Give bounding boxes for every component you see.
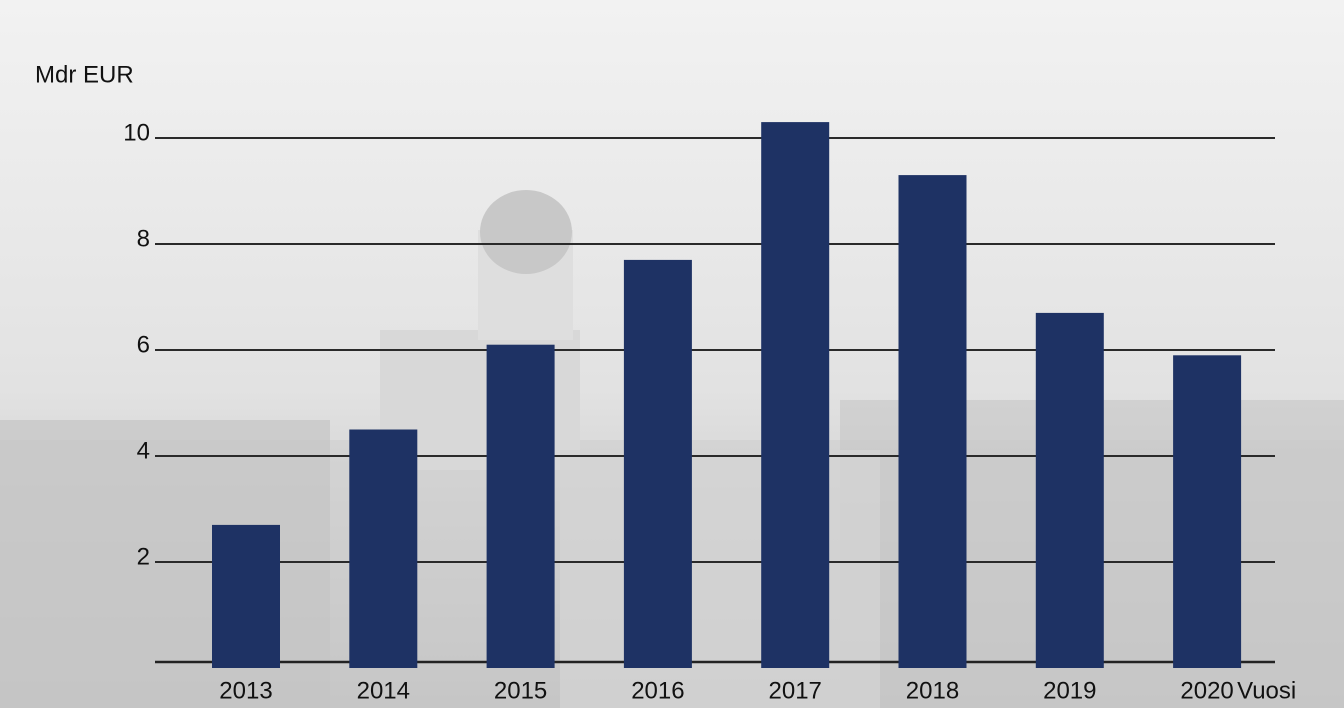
- bar: [898, 175, 967, 668]
- x-tick-label: 2020: [1180, 677, 1233, 704]
- bar: [1173, 355, 1242, 668]
- bar: [761, 122, 830, 669]
- x-tick-label: 2018: [906, 677, 959, 704]
- y-tick-label: 8: [137, 225, 150, 252]
- x-tick-label: 2016: [631, 677, 684, 704]
- x-tick-label: 2015: [494, 677, 547, 704]
- y-axis-label: Mdr EUR: [35, 61, 134, 88]
- x-tick-label: 2017: [769, 677, 822, 704]
- x-tick-label: 2019: [1043, 677, 1096, 704]
- x-tick-label: 2014: [357, 677, 410, 704]
- bar: [1035, 312, 1104, 668]
- y-tick-label: 10: [123, 119, 150, 146]
- bar: [212, 524, 280, 668]
- x-tick-label: 2013: [219, 677, 272, 704]
- bar: [349, 429, 418, 668]
- bar: [486, 344, 555, 668]
- y-tick-label: 2: [137, 543, 150, 570]
- bar: [623, 259, 692, 668]
- y-tick-label: 6: [137, 331, 150, 358]
- x-axis-label: Vuosi: [1237, 677, 1296, 704]
- y-tick-label: 4: [137, 437, 150, 464]
